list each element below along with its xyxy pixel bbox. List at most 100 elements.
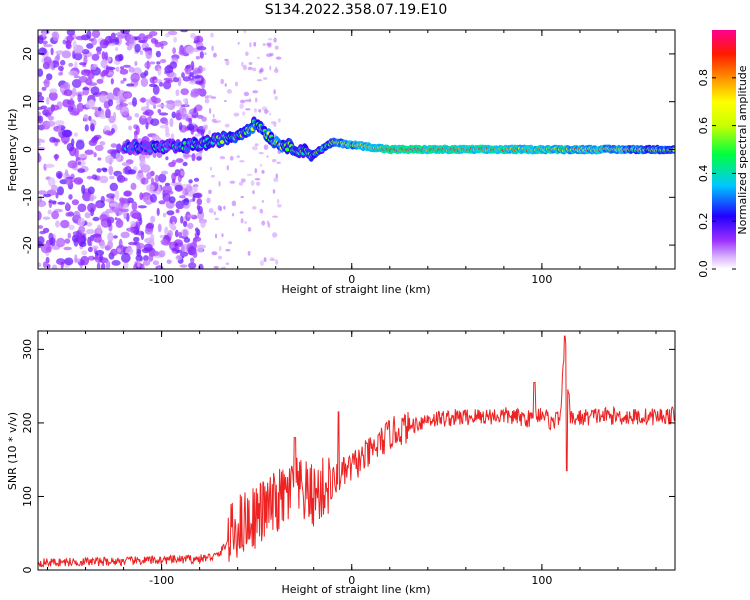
spectrogram-noise-blob (57, 65, 64, 72)
spectrogram-noise-blob (91, 53, 100, 61)
spectrogram-noise-blob (80, 255, 89, 266)
spectrogram-noise-blob (194, 80, 204, 85)
spectrogram-noise-blob (247, 227, 252, 232)
spectrogram-noise-blob (49, 88, 58, 94)
spectrogram-noise-blob (89, 241, 93, 247)
spectrogram-noise-blob (252, 90, 259, 94)
spectrogram-noise-blob (110, 78, 114, 85)
spectrogram-noise-blob (218, 255, 222, 260)
spectrogram-noise-blob (167, 229, 173, 238)
spectrogram-noise-blob (188, 262, 197, 269)
spectrogram-noise-blob (46, 73, 53, 81)
spectrogram-noise-blob (246, 173, 253, 176)
spectrogram-noise-blob (266, 155, 269, 158)
spectrogram-noise-blob (153, 104, 157, 109)
snr-xtick-label: 100 (531, 574, 552, 587)
spectrogram-noise-blob (81, 250, 88, 256)
spectrogram-noise-blob (186, 123, 195, 131)
spectrogram-noise-blob (209, 166, 213, 171)
spectrogram-noise-blob (55, 220, 60, 228)
spectrogram-noise-blob (171, 159, 177, 165)
spectrogram-noise-blob (158, 200, 166, 205)
spectrogram-noise-blob (111, 260, 121, 266)
spectrogram-noise-blob (112, 235, 118, 239)
spectrogram-noise-blob (225, 249, 231, 252)
spectrogram-noise-blob (225, 59, 230, 66)
spectrogram-noise-blob (98, 257, 109, 264)
spectrogram-noise-blob (112, 112, 117, 122)
spectrogram-noise-blob (150, 193, 157, 203)
snr-frame (37, 330, 676, 571)
spectrogram-noise-blob (140, 263, 145, 269)
spectrogram-noise-blob (42, 261, 48, 269)
spectrogram-noise-blob (239, 103, 244, 109)
spectrogram-noise-blob (54, 138, 61, 143)
spectrogram-noise-blob (120, 231, 130, 239)
spectrogram-ytick-label: 20 (21, 47, 34, 61)
spectrogram-noise-blob (157, 67, 162, 76)
spectrogram-noise-blob (233, 112, 240, 117)
spectrogram-noise-blob (211, 251, 218, 256)
spectrogram-noise-blob (275, 173, 278, 179)
spectrogram-noise-blob (160, 59, 167, 63)
spectrogram-noise-blob (117, 217, 122, 225)
spectrogram-noise-blob (43, 44, 53, 48)
spectrogram-xtick-label: 100 (531, 273, 552, 286)
spectrogram-noise-blob (240, 178, 246, 183)
spectrogram-noise-blob (183, 154, 193, 158)
spectrogram-noise-blob (71, 234, 79, 243)
spectrogram-noise-blob (44, 163, 55, 168)
spectrogram-noise-blob (261, 220, 266, 226)
spectrogram-noise-blob (260, 163, 263, 167)
spectrogram-noise-blob (242, 111, 246, 116)
spectrogram-noise-blob (247, 251, 251, 256)
snr-ticks: -100 0 100 0 100 200 300 (21, 331, 675, 587)
spectrogram-noise-blob (259, 69, 263, 72)
spectrogram-noise-blob (140, 177, 149, 185)
spectrogram-noise-blob (201, 67, 206, 72)
spectrogram-noise-blob (150, 118, 160, 126)
spectrogram-noise-blob (72, 87, 77, 97)
spectrogram-noise-blob (193, 185, 198, 193)
spectrogram-noise-blob (248, 98, 252, 103)
spectrogram-noise-blob (195, 55, 201, 60)
spectrogram-noise-blob (278, 118, 281, 123)
spectrogram-noise-blob (252, 206, 257, 210)
spectrogram-noise-blob (145, 122, 149, 130)
spectrogram-noise-blob (83, 114, 89, 122)
spectrogram-noise-blob (55, 171, 63, 179)
spectrogram-noise-blob (145, 49, 153, 60)
spectrogram-xlabel: Height of straight line (km) (281, 283, 430, 296)
spectrogram-signal-cell (185, 147, 190, 151)
spectrogram-noise-blob (86, 30, 92, 39)
spectrogram-noise-blob (250, 180, 255, 186)
spectrogram-noise-blob (116, 97, 121, 106)
spectrogram-noise-blob (251, 146, 258, 151)
spectrogram-noise-blob (92, 136, 99, 142)
spectrogram-noise-blob (263, 144, 269, 150)
spectrogram-noise-blob (174, 229, 179, 238)
spectrogram-noise-blob (62, 39, 67, 45)
spectrogram-noise-blob (123, 191, 132, 197)
spectrogram-noise-blob (189, 72, 194, 77)
spectrogram-noise-blob (183, 220, 188, 228)
spectrogram-noise-blob (182, 98, 188, 103)
spectrogram-noise-blob (144, 61, 151, 69)
spectrogram-noise-blob (193, 177, 200, 182)
spectrogram-noise-blob (225, 262, 230, 265)
spectrogram-noise-blob (97, 157, 102, 161)
spectrogram-noise-blob (120, 80, 125, 84)
spectrogram-noise-blob (93, 233, 102, 243)
spectrogram-noise-blob (201, 84, 206, 89)
spectrogram-noise-blob (166, 259, 172, 264)
spectrogram-noise-blob (269, 112, 272, 116)
spectrogram-noise-blob (90, 64, 97, 70)
spectrogram-noise-blob (145, 34, 153, 39)
spectrogram-noise-blob (237, 41, 240, 45)
spectrogram-noise-blob (188, 179, 193, 184)
snr-plot (38, 335, 675, 568)
spectrogram-noise-blob (143, 259, 151, 266)
spectrogram-noise-blob (73, 52, 83, 61)
spectrogram-noise-blob (213, 211, 216, 216)
spectrogram-noise-blob (219, 156, 226, 160)
